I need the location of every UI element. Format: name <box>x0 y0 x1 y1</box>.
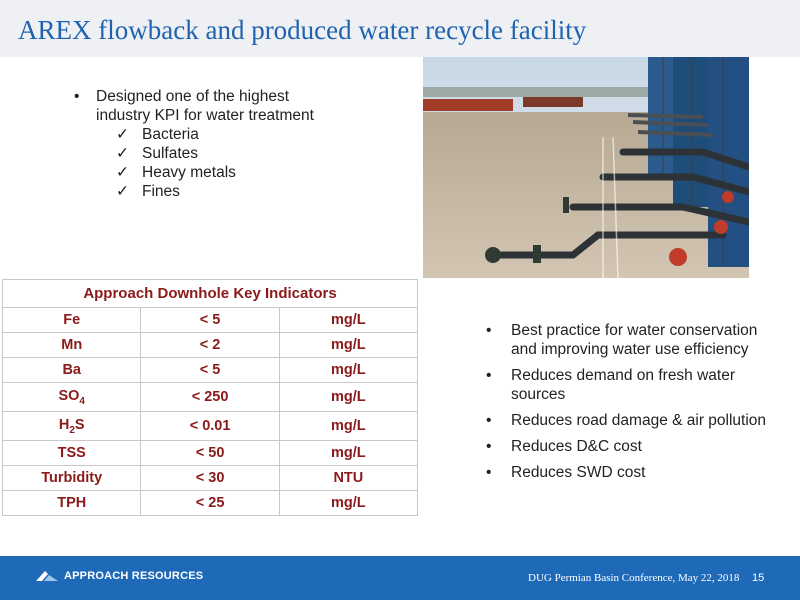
bullet-item: • Best practice for water conservation an… <box>483 321 783 359</box>
checkmark-list: ✓ Bacteria ✓ Sulfates ✓ Heavy metals ✓ Fines <box>68 125 338 201</box>
table-row: TPH < 25 mg/L <box>1 490 419 516</box>
title-bar: AREX flowback and produced water recycle… <box>0 0 800 57</box>
bullet-item: • Reduces demand on fresh water sources <box>483 366 783 404</box>
unit-cell: mg/L <box>278 357 419 383</box>
bullet-dot-icon: • <box>486 438 492 455</box>
value-cell: < 25 <box>140 490 280 516</box>
top-bullet-list: • Designed one of the highest industry K… <box>68 87 338 201</box>
bullet-dot-icon: • <box>74 88 80 105</box>
param-cell: Fe <box>1 307 142 333</box>
param-cell: Turbidity <box>1 465 142 491</box>
table-row: Ba < 5 mg/L <box>1 357 419 383</box>
checkmark-icon: ✓ <box>116 126 129 143</box>
check-text: Heavy metals <box>142 164 236 181</box>
bullet-text: Reduces road damage & air pollution <box>511 412 767 429</box>
param-cell: SO4 <box>1 382 142 412</box>
param-cell: H2S <box>1 411 142 441</box>
param-cell: Mn <box>1 332 142 358</box>
table-row: Turbidity < 30 NTU <box>1 465 419 491</box>
unit-cell: mg/L <box>278 332 419 358</box>
value-cell: < 5 <box>140 307 280 333</box>
value-cell: < 5 <box>140 357 280 383</box>
checkmark-icon: ✓ <box>116 164 129 181</box>
unit-cell: mg/L <box>278 411 419 441</box>
param-cell: TPH <box>1 490 142 516</box>
value-cell: < 50 <box>140 440 280 466</box>
right-bullet-list: • Best practice for water conservation an… <box>483 321 783 489</box>
unit-cell: NTU <box>278 465 419 491</box>
table-header: Approach Downhole Key Indicators <box>2 279 418 308</box>
check-item: ✓ Fines <box>116 182 338 201</box>
bullet-text: Best practice for water conservation and… <box>511 322 758 358</box>
checkmark-icon: ✓ <box>116 145 129 162</box>
bullet-text: Reduces D&C cost <box>511 438 642 455</box>
param-cell: TSS <box>1 440 142 466</box>
logo-mark-icon <box>36 571 58 581</box>
check-text: Sulfates <box>142 145 199 162</box>
logo-text: APPROACH RESOURCES <box>64 570 204 582</box>
checkmark-icon: ✓ <box>116 183 129 200</box>
check-item: ✓ Bacteria <box>116 125 338 144</box>
table-row: Fe < 5 mg/L <box>1 307 419 333</box>
bullet-dot-icon: • <box>486 322 492 339</box>
value-cell: < 2 <box>140 332 280 358</box>
bullet-dot-icon: • <box>486 367 492 384</box>
check-item: ✓ Sulfates <box>116 144 338 163</box>
table-row: Mn < 2 mg/L <box>1 332 419 358</box>
bullet-item: • Reduces D&C cost <box>483 437 783 456</box>
unit-cell: mg/L <box>278 307 419 333</box>
table-row: TSS < 50 mg/L <box>1 440 419 466</box>
bullet-dot-icon: • <box>486 464 492 481</box>
slide-title: AREX flowback and produced water recycle… <box>18 15 587 45</box>
conference-label: DUG Permian Basin Conference, May 22, 20… <box>528 572 740 584</box>
page-number: 15 <box>752 572 765 584</box>
bullet-text: Reduces SWD cost <box>511 464 646 481</box>
check-text: Bacteria <box>142 126 199 143</box>
unit-cell: mg/L <box>278 490 419 516</box>
param-cell: Ba <box>1 357 142 383</box>
facility-photo <box>423 57 749 278</box>
bullet-item: • Reduces road damage & air pollution <box>483 411 783 430</box>
value-cell: < 30 <box>140 465 280 491</box>
bullet-text: Designed one of the highest industry KPI… <box>96 88 314 124</box>
company-logo: APPROACH RESOURCES <box>36 570 203 582</box>
bullet-dot-icon: • <box>486 412 492 429</box>
check-item: ✓ Heavy metals <box>116 163 338 182</box>
unit-cell: mg/L <box>278 382 419 412</box>
key-indicators-table: Approach Downhole Key Indicators Fe < 5 … <box>1 279 419 516</box>
check-text: Fines <box>142 183 180 200</box>
bullet-text: Reduces demand on fresh water sources <box>511 367 736 403</box>
footer-bar: APPROACH RESOURCES DUG Permian Basin Con… <box>0 556 800 600</box>
bullet-item: • Reduces SWD cost <box>483 463 783 482</box>
value-cell: < 250 <box>140 382 280 412</box>
unit-cell: mg/L <box>278 440 419 466</box>
bullet-item: • Designed one of the highest industry K… <box>68 87 338 125</box>
table-row: H2S < 0.01 mg/L <box>1 411 419 441</box>
table-row: SO4 < 250 mg/L <box>1 382 419 412</box>
value-cell: < 0.01 <box>140 411 280 441</box>
